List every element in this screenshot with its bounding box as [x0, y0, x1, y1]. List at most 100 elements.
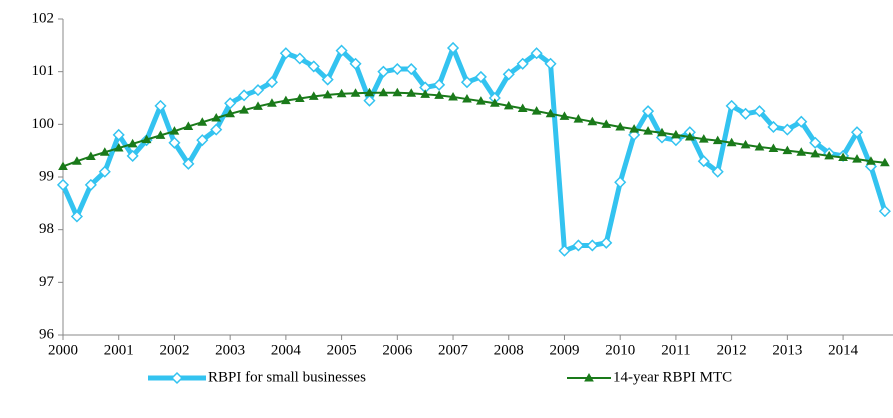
point — [697, 155, 710, 168]
point — [503, 100, 514, 110]
point — [544, 57, 557, 70]
point — [545, 108, 556, 118]
point — [531, 106, 542, 115]
point — [559, 111, 570, 120]
y-tick-label: 100 — [32, 116, 55, 132]
point — [406, 88, 417, 97]
point — [530, 47, 543, 60]
point — [880, 157, 890, 167]
point — [154, 99, 167, 112]
point — [433, 78, 446, 91]
y-tick-label: 97 — [39, 274, 55, 290]
point — [558, 244, 571, 257]
x-tick-label: 2001 — [104, 342, 134, 358]
point — [58, 161, 68, 170]
point — [601, 119, 612, 128]
point — [99, 147, 110, 156]
point — [265, 76, 279, 89]
point — [322, 89, 333, 99]
point — [72, 156, 82, 165]
point — [782, 145, 793, 155]
point — [405, 62, 418, 76]
point — [641, 105, 655, 118]
point — [572, 239, 585, 252]
point — [711, 165, 724, 178]
point — [169, 126, 180, 135]
point — [474, 70, 487, 83]
y-tick-label: 99 — [39, 168, 54, 184]
point — [796, 147, 807, 156]
point — [852, 154, 862, 163]
x-tick-label: 2006 — [382, 342, 413, 358]
x-tick-label: 2004 — [271, 342, 302, 358]
point — [225, 108, 236, 118]
point — [615, 121, 626, 131]
point — [239, 105, 249, 114]
point — [364, 87, 375, 97]
point — [657, 127, 667, 137]
legend-label: RBPI for small businesses — [208, 369, 366, 385]
point — [489, 98, 500, 107]
point — [614, 176, 627, 189]
point — [70, 210, 83, 223]
point — [210, 123, 223, 136]
legend-marker — [584, 372, 594, 382]
point — [725, 99, 738, 112]
point — [182, 157, 195, 170]
x-tick-label: 2009 — [549, 342, 579, 358]
point — [824, 150, 835, 160]
point — [335, 44, 348, 57]
point — [307, 60, 320, 73]
point — [684, 131, 695, 141]
point — [155, 130, 166, 139]
point — [448, 91, 458, 101]
point — [739, 107, 752, 120]
point — [768, 143, 779, 153]
point — [434, 90, 444, 99]
point — [462, 94, 472, 103]
point — [809, 136, 822, 149]
point — [476, 96, 486, 105]
point — [336, 88, 347, 98]
y-tick-label: 96 — [39, 326, 55, 342]
point — [253, 101, 263, 110]
point — [446, 41, 460, 55]
point — [502, 68, 515, 81]
x-tick-label: 2014 — [828, 342, 859, 358]
point — [643, 126, 653, 135]
x-tick-label: 2012 — [717, 342, 747, 358]
point — [85, 151, 96, 160]
point — [183, 121, 194, 130]
point — [671, 129, 681, 139]
point — [308, 91, 319, 100]
point — [781, 123, 794, 136]
y-tick-label: 102 — [32, 10, 55, 26]
x-tick-label: 2011 — [661, 342, 690, 358]
point — [753, 105, 766, 118]
x-tick-label: 2007 — [438, 342, 469, 358]
point — [392, 87, 403, 97]
point — [698, 134, 709, 143]
point — [712, 135, 723, 145]
point — [321, 73, 334, 86]
point — [127, 138, 138, 148]
point — [378, 87, 389, 97]
point — [168, 136, 181, 149]
point — [573, 114, 584, 123]
point — [293, 52, 306, 65]
point — [141, 134, 152, 144]
point — [56, 178, 70, 191]
point — [517, 103, 528, 113]
point — [98, 165, 111, 178]
x-tick-label: 2008 — [494, 342, 524, 358]
point — [795, 115, 808, 128]
point — [420, 89, 431, 98]
point — [349, 57, 362, 70]
point — [112, 128, 125, 141]
point — [754, 141, 765, 151]
x-tick-label: 2005 — [327, 342, 357, 358]
point — [363, 94, 376, 107]
point — [600, 236, 613, 249]
legend-marker — [170, 371, 184, 385]
